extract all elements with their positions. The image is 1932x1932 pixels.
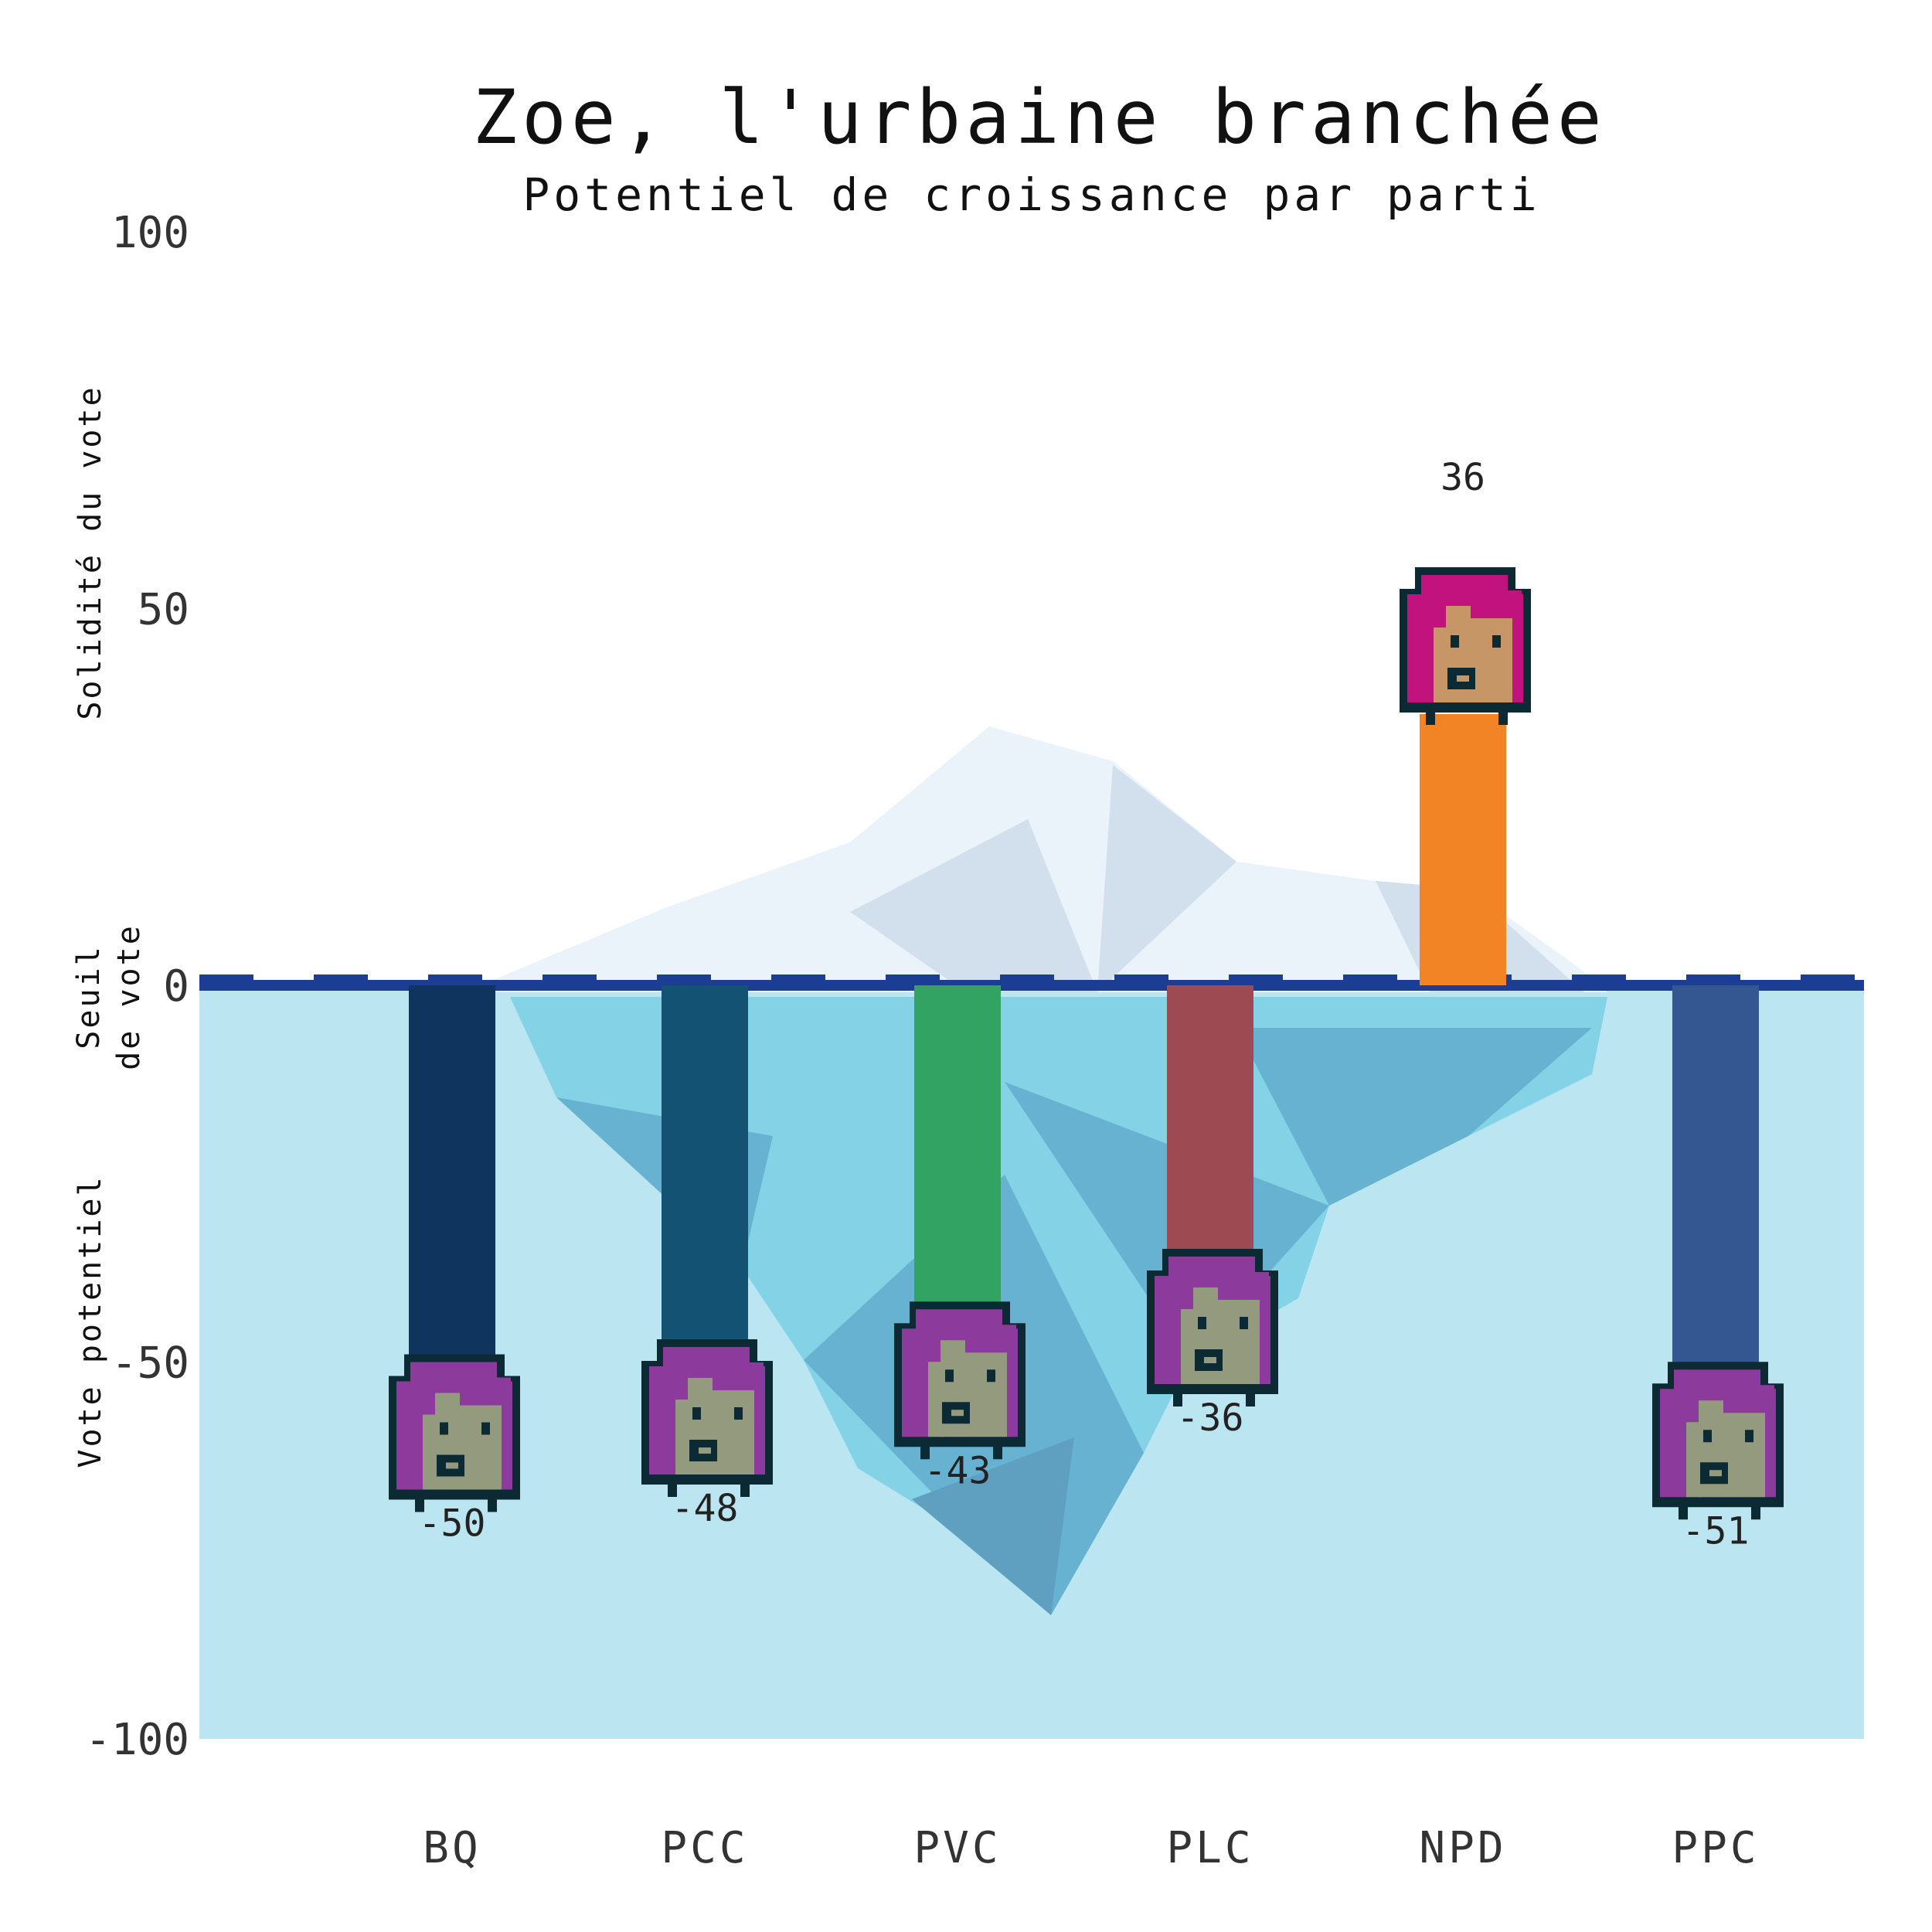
threshold-dash bbox=[543, 975, 597, 982]
chart-subtitle: Potentiel de croissance par parti bbox=[522, 168, 1540, 221]
threshold-dash bbox=[314, 975, 368, 982]
iceberg-shadow bbox=[1097, 765, 1236, 992]
value-labels-group: -50 -48 -43 -36 36 -51 bbox=[419, 456, 1750, 1553]
avatar-bq bbox=[389, 1354, 520, 1512]
y-axis-label-top: Solidité du vote bbox=[73, 385, 108, 719]
threshold-dash bbox=[1000, 975, 1054, 982]
bar-pcc bbox=[662, 985, 748, 1347]
y-tick-label: 100 bbox=[111, 208, 189, 258]
bar-npd bbox=[1420, 714, 1506, 985]
avatar-npd bbox=[1400, 567, 1531, 725]
x-tick-label-plc: PLC bbox=[1166, 1823, 1253, 1873]
iceberg-shadow bbox=[850, 819, 1097, 992]
value-label-pcc: -48 bbox=[672, 1487, 739, 1530]
threshold-dash bbox=[1686, 975, 1740, 982]
threshold-dash bbox=[1343, 975, 1397, 982]
value-label-ppc: -51 bbox=[1682, 1509, 1750, 1553]
threshold-dash bbox=[1801, 975, 1855, 982]
bars-group bbox=[409, 714, 1759, 1370]
avatar-pvc bbox=[894, 1301, 1026, 1460]
y-tick-label: 50 bbox=[138, 585, 189, 635]
x-tick-label-pcc: PCC bbox=[661, 1823, 748, 1873]
bar-plc bbox=[1167, 985, 1253, 1257]
avatar-plc bbox=[1147, 1249, 1278, 1406]
threshold-dash bbox=[657, 975, 711, 982]
avatar-ppc bbox=[1652, 1362, 1784, 1520]
value-label-pvc: -43 bbox=[924, 1449, 992, 1492]
iceberg-underwater-shade bbox=[1236, 1028, 1592, 1206]
y-axis-label-bottom: Vote potentiel bbox=[73, 1175, 108, 1468]
x-tick-label-ppc: PPC bbox=[1672, 1823, 1759, 1873]
x-tick-label-bq: BQ bbox=[423, 1823, 481, 1873]
avatars-group bbox=[389, 567, 1784, 1520]
y-axis-label-threshold-line1: Seuil bbox=[71, 944, 107, 1049]
threshold-dash bbox=[1114, 975, 1168, 982]
chart-title: Zoe, l'urbaine branchée bbox=[472, 74, 1606, 161]
y-tick-label: -50 bbox=[111, 1338, 189, 1389]
value-label-plc: -36 bbox=[1177, 1396, 1244, 1440]
threshold-dash bbox=[1229, 975, 1283, 982]
x-axis-labels: BQ PCC PVC PLC NPD PPC bbox=[423, 1823, 1759, 1873]
x-tick-label-pvc: PVC bbox=[913, 1823, 1001, 1873]
y-axis-label-threshold-line2: de vote bbox=[111, 923, 147, 1070]
threshold-dash bbox=[771, 975, 825, 982]
x-tick-label-npd: NPD bbox=[1419, 1823, 1506, 1873]
value-label-bq: -50 bbox=[419, 1502, 486, 1546]
bar-pvc bbox=[914, 985, 1001, 1310]
avatar-pcc bbox=[641, 1339, 773, 1497]
y-axis-ticks: 100 50 0 -50 -100 bbox=[85, 208, 189, 1765]
y-tick-label: -100 bbox=[85, 1715, 189, 1765]
y-tick-label: 0 bbox=[163, 961, 189, 1012]
threshold-dash bbox=[1572, 975, 1626, 982]
bar-bq bbox=[409, 985, 495, 1362]
bar-ppc bbox=[1672, 985, 1759, 1370]
threshold-dash bbox=[886, 975, 940, 982]
value-label-npd: 36 bbox=[1440, 456, 1485, 499]
threshold-dash bbox=[428, 975, 482, 982]
threshold-dash bbox=[199, 975, 253, 982]
iceberg-underwater-shade bbox=[912, 1437, 1074, 1615]
